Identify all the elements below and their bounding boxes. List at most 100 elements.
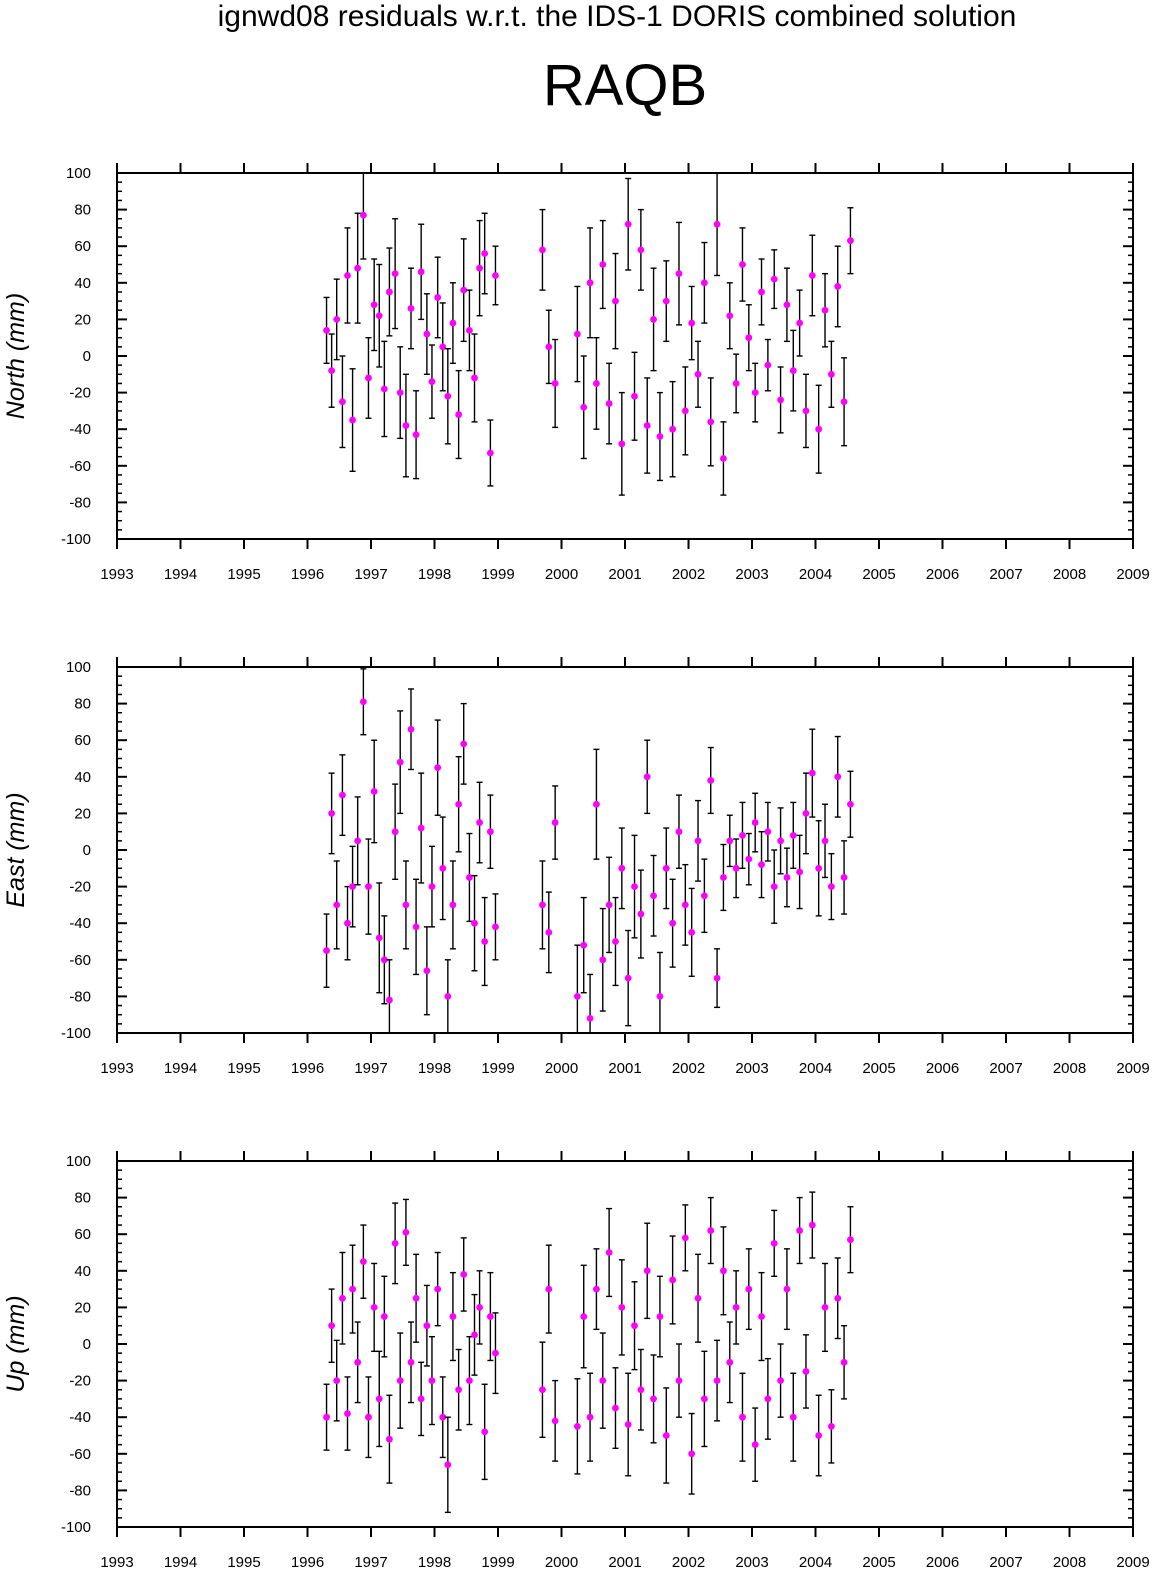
up-point bbox=[707, 1227, 715, 1234]
east-point bbox=[637, 910, 645, 918]
north-point bbox=[407, 305, 415, 312]
east-point bbox=[339, 791, 346, 799]
up-point bbox=[486, 1313, 494, 1320]
east-x-tick-label: 2002 bbox=[672, 1060, 705, 1077]
east-data bbox=[323, 668, 854, 1033]
east-x-tick-label: 1994 bbox=[164, 1060, 197, 1077]
east-point bbox=[486, 828, 494, 836]
north-data bbox=[323, 173, 854, 496]
up-point bbox=[739, 1413, 746, 1421]
up-point bbox=[808, 1221, 816, 1229]
up-point bbox=[789, 1413, 797, 1421]
up-point bbox=[466, 1377, 473, 1384]
up-point bbox=[840, 1358, 848, 1366]
east-y-tick-label: -100 bbox=[61, 1025, 91, 1042]
north-x-tick-label: 2005 bbox=[862, 566, 895, 583]
north-point bbox=[777, 396, 784, 404]
up-point bbox=[476, 1304, 483, 1311]
up-point bbox=[573, 1422, 581, 1430]
north-point bbox=[847, 237, 854, 245]
north-point bbox=[486, 449, 494, 457]
east-y-axis-label: East (mm) bbox=[2, 792, 30, 907]
north-point bbox=[732, 380, 740, 387]
north-x-tick-label: 1995 bbox=[227, 566, 260, 583]
east-point bbox=[656, 993, 664, 1000]
east-point bbox=[605, 901, 613, 909]
east-point bbox=[650, 892, 657, 900]
north-point bbox=[349, 416, 356, 424]
up-panel: 1993 1994 1995 1996 1997 1998 1999 2000 2001 2002… bbox=[2, 1151, 1150, 1571]
up-point bbox=[344, 1410, 351, 1417]
up-x-tick-label: 1996 bbox=[291, 1554, 324, 1571]
north-x-tick-label: 2007 bbox=[989, 566, 1022, 583]
up-point bbox=[586, 1413, 594, 1421]
east-point bbox=[370, 788, 378, 795]
north-y-tick-label: 20 bbox=[74, 311, 91, 328]
north-point bbox=[580, 403, 588, 411]
up-x-tick-label: 1998 bbox=[418, 1554, 451, 1571]
up-y-tick-label: 20 bbox=[74, 1299, 91, 1316]
east-point bbox=[764, 828, 772, 836]
up-point bbox=[745, 1285, 753, 1293]
north-point bbox=[412, 431, 420, 439]
north-point bbox=[428, 378, 436, 386]
east-point bbox=[624, 974, 632, 982]
east-point bbox=[492, 923, 499, 931]
east-x-tick-label: 2003 bbox=[735, 1060, 768, 1077]
up-point bbox=[720, 1267, 727, 1275]
up-point bbox=[593, 1285, 600, 1293]
up-point bbox=[815, 1432, 823, 1439]
up-point bbox=[700, 1395, 708, 1403]
east-point bbox=[349, 883, 356, 890]
up-point bbox=[643, 1267, 651, 1275]
up-point bbox=[802, 1368, 810, 1375]
up-point bbox=[545, 1285, 553, 1293]
up-point bbox=[599, 1377, 607, 1384]
east-point bbox=[713, 974, 721, 982]
north-point bbox=[466, 326, 473, 334]
north-point bbox=[739, 261, 746, 268]
up-point bbox=[423, 1322, 431, 1330]
east-point bbox=[417, 824, 425, 832]
up-y-axis-label: Up (mm) bbox=[2, 1295, 30, 1392]
up-point bbox=[460, 1271, 468, 1278]
up-point bbox=[796, 1227, 804, 1234]
up-x-tick-label: 1993 bbox=[100, 1554, 133, 1571]
north-point bbox=[745, 334, 753, 342]
north-point bbox=[593, 380, 600, 387]
east-point bbox=[455, 800, 463, 808]
north-point bbox=[751, 389, 759, 396]
up-point bbox=[631, 1322, 638, 1330]
north-point bbox=[344, 272, 351, 279]
up-point bbox=[449, 1313, 457, 1320]
east-point bbox=[707, 777, 715, 784]
north-point bbox=[808, 272, 816, 279]
east-x-tick-label: 2004 bbox=[799, 1060, 832, 1077]
up-y-tick-label: 100 bbox=[66, 1153, 91, 1170]
north-point bbox=[783, 301, 791, 309]
up-x-tick-label: 2005 bbox=[862, 1554, 895, 1571]
north-point bbox=[354, 264, 362, 272]
up-point bbox=[417, 1395, 425, 1403]
up-point bbox=[551, 1417, 559, 1425]
up-point bbox=[391, 1239, 399, 1247]
east-x-tick-label: 1995 bbox=[227, 1060, 260, 1077]
north-point bbox=[643, 422, 651, 429]
east-point bbox=[758, 861, 765, 869]
north-point bbox=[396, 389, 404, 396]
north-point bbox=[370, 301, 378, 309]
north-point bbox=[618, 440, 626, 448]
east-point bbox=[643, 773, 651, 781]
east-point bbox=[476, 819, 483, 826]
up-point bbox=[444, 1461, 452, 1469]
north-point bbox=[375, 312, 383, 320]
east-point bbox=[386, 996, 393, 1004]
north-x-tick-label: 2004 bbox=[799, 566, 832, 583]
east-y-tick-label: -40 bbox=[69, 915, 91, 932]
east-x-tick-label: 2000 bbox=[545, 1060, 578, 1077]
east-point bbox=[700, 892, 708, 900]
north-point bbox=[681, 407, 689, 415]
east-point bbox=[344, 919, 351, 927]
north-point bbox=[827, 370, 835, 378]
